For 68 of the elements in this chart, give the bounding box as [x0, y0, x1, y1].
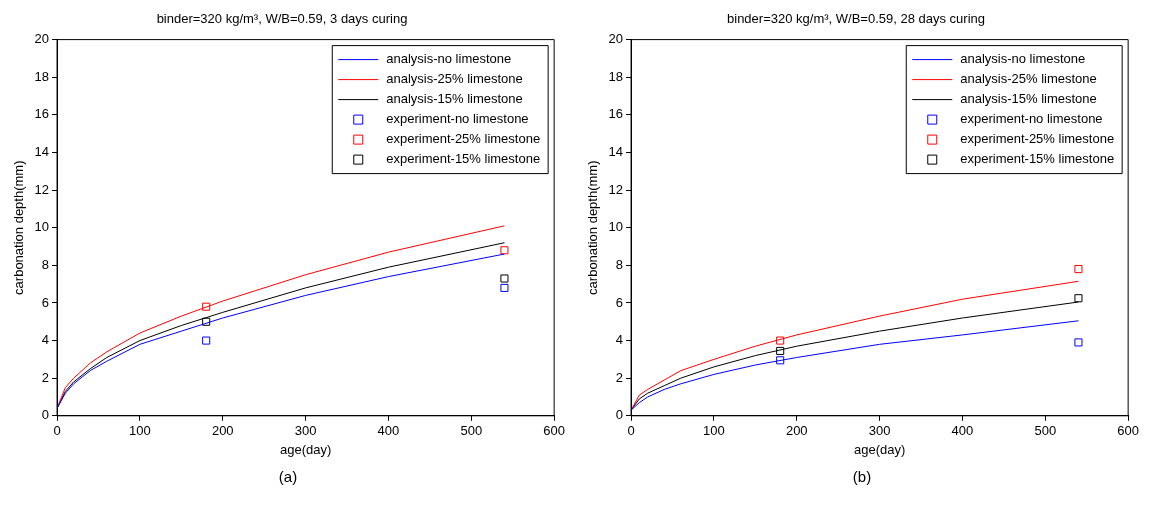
point	[500, 246, 509, 255]
legend-label: analysis-25% limestone	[960, 71, 1097, 87]
point	[500, 274, 509, 283]
y-tick-label: 4	[615, 332, 624, 348]
legend-label: experiment-no limestone	[386, 111, 529, 127]
point	[500, 283, 509, 292]
y-tick-label: 18	[608, 68, 624, 84]
x-tick-label: 600	[1117, 423, 1140, 439]
point	[776, 356, 785, 365]
y-tick-label: 16	[34, 106, 50, 122]
x-axis-title: age(day)	[279, 441, 332, 457]
x-tick-label: 100	[703, 423, 725, 439]
x-tick-label: 400	[377, 423, 400, 439]
x-tick-label: 500	[460, 423, 483, 439]
point	[1074, 294, 1083, 303]
chart-title: binder=320 kg/m³, W/B=0.59, 28 days curing	[727, 11, 985, 27]
x-tick-label: 0	[627, 423, 635, 439]
x-tick-label: 0	[53, 423, 61, 439]
text: (a)	[277, 468, 299, 485]
y-tick-label: 2	[615, 369, 624, 385]
point	[776, 336, 785, 345]
point	[1074, 265, 1083, 274]
legend-label: analysis-no limestone	[960, 51, 1086, 67]
point	[202, 336, 211, 345]
legend-label: experiment-15% limestone	[960, 151, 1115, 167]
y-tick-label: 14	[34, 144, 50, 160]
point	[776, 346, 785, 355]
legend-label: experiment-15% limestone	[386, 151, 541, 167]
point	[202, 302, 211, 311]
y-tick-label: 10	[34, 219, 50, 235]
chart-title: binder=320 kg/m³, W/B=0.59, 3 days curing	[156, 11, 408, 27]
y-tick-label: 10	[608, 219, 624, 235]
y-tick-label: 20	[608, 31, 624, 47]
x-tick-label: 200	[211, 423, 234, 439]
y-tick-label: 6	[41, 294, 50, 310]
y-tick-label: 16	[608, 106, 624, 122]
y-tick-label: 20	[34, 31, 50, 47]
point	[1074, 338, 1083, 347]
y-tick-label: 8	[615, 256, 624, 272]
y-tick-label: 6	[615, 294, 624, 310]
y-tick-label: 0	[41, 407, 50, 423]
x-tick-label: 400	[951, 423, 974, 439]
point	[202, 317, 211, 326]
y-tick-label: 4	[41, 332, 50, 348]
x-tick-label: 100	[129, 423, 151, 439]
y-tick-label: 12	[34, 181, 50, 197]
y-tick-label: 0	[615, 407, 624, 423]
legend-label: experiment-25% limestone	[960, 131, 1115, 147]
x-tick-label: 200	[785, 423, 808, 439]
x-axis-title: age(day)	[853, 441, 906, 457]
x-tick-label: 300	[294, 423, 317, 439]
legend-label: analysis-no limestone	[386, 51, 512, 67]
y-axis-title: carbonation depth(mm)	[11, 160, 27, 295]
y-tick-label: 12	[608, 181, 624, 197]
y-tick-label: 2	[41, 369, 50, 385]
text: (b)	[851, 468, 873, 485]
y-tick-label: 14	[608, 144, 624, 160]
legend-label: experiment-25% limestone	[386, 131, 541, 147]
x-tick-label: 300	[868, 423, 891, 439]
y-tick-label: 8	[41, 256, 50, 272]
legend-label: analysis-25% limestone	[386, 71, 523, 87]
legend-label: analysis-15% limestone	[960, 91, 1097, 107]
y-tick-label: 18	[34, 68, 50, 84]
legend-label: experiment-no limestone	[960, 111, 1103, 127]
y-axis-title: carbonation depth(mm)	[585, 160, 601, 295]
x-tick-label: 500	[1034, 423, 1057, 439]
x-tick-label: 600	[543, 423, 566, 439]
legend-label: analysis-15% limestone	[386, 91, 523, 107]
